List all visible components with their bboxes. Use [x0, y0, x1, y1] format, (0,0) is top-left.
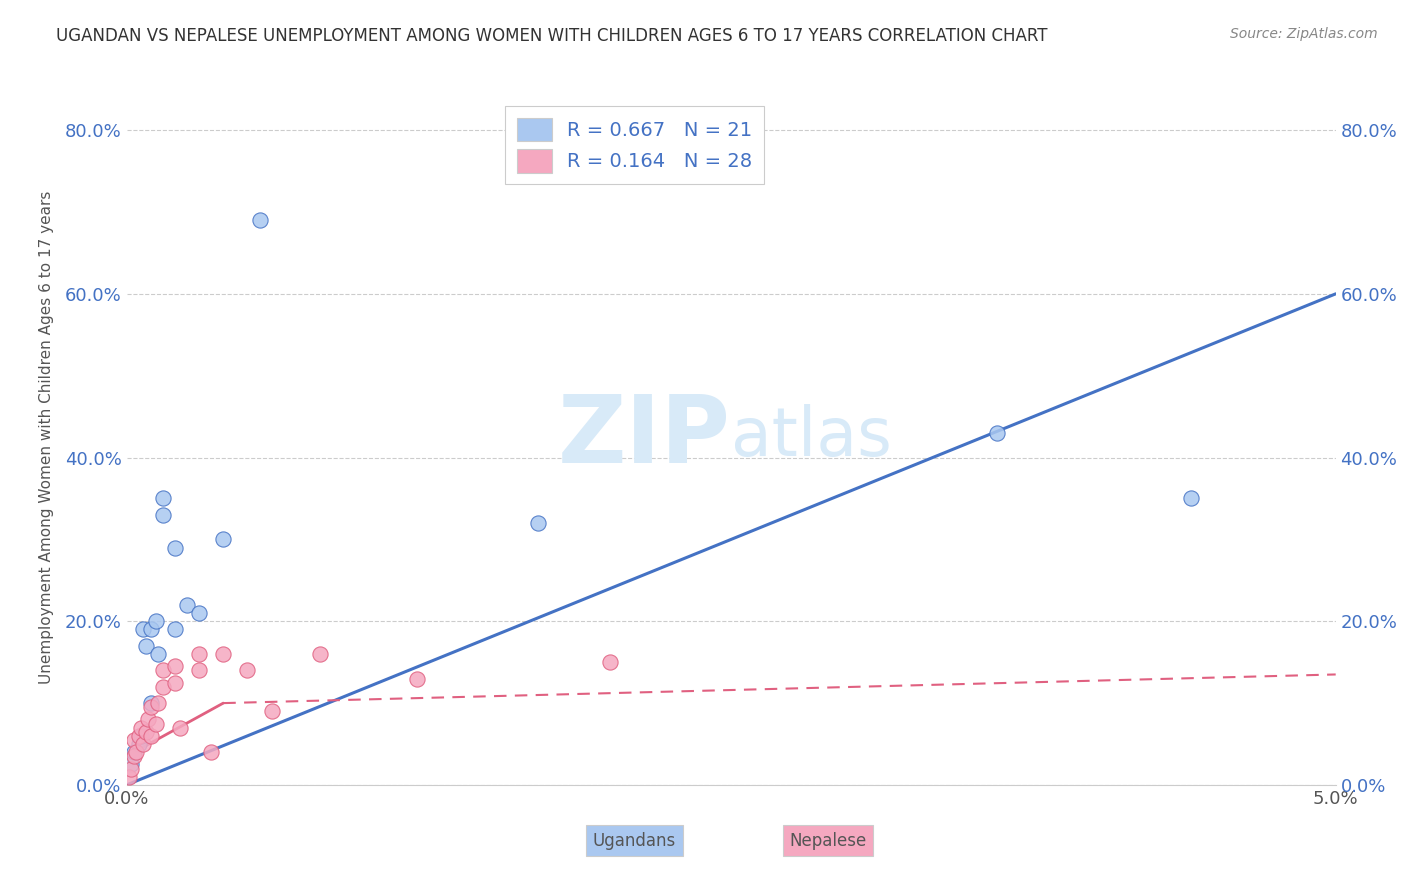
Point — [188, 606, 211, 620]
Point — [163, 675, 186, 690]
Point — [152, 680, 174, 694]
Point — [188, 664, 211, 678]
Legend: R = 0.667   N = 21, R = 0.164   N = 28: R = 0.667 N = 21, R = 0.164 N = 28 — [505, 106, 763, 185]
Point — [122, 745, 145, 759]
Point — [132, 623, 155, 637]
Text: ZIP: ZIP — [558, 391, 731, 483]
Text: Ugandans: Ugandans — [593, 831, 676, 849]
Point — [200, 745, 222, 759]
Point — [212, 533, 235, 547]
Point — [188, 647, 211, 661]
Point — [309, 647, 332, 661]
Point — [986, 425, 1008, 440]
Text: Nepalese: Nepalese — [789, 831, 866, 849]
Point — [249, 213, 271, 227]
Point — [146, 696, 169, 710]
Point — [260, 704, 283, 718]
Point — [176, 598, 198, 612]
Point — [145, 614, 167, 628]
Point — [169, 721, 191, 735]
Point — [163, 541, 186, 555]
Point — [212, 647, 235, 661]
Point — [120, 762, 142, 776]
Point — [152, 664, 174, 678]
Point — [128, 737, 150, 751]
Point — [163, 659, 186, 673]
Point — [125, 745, 148, 759]
Point — [129, 721, 152, 735]
Point — [163, 623, 186, 637]
Point — [146, 647, 169, 661]
Point — [405, 672, 427, 686]
Point — [236, 664, 259, 678]
Point — [152, 491, 174, 506]
Point — [1180, 491, 1202, 506]
Point — [152, 508, 174, 522]
Point — [599, 655, 621, 669]
Y-axis label: Unemployment Among Women with Children Ages 6 to 17 years: Unemployment Among Women with Children A… — [39, 190, 53, 684]
Point — [129, 729, 152, 743]
Point — [122, 749, 145, 764]
Text: Source: ZipAtlas.com: Source: ZipAtlas.com — [1230, 27, 1378, 41]
Point — [145, 716, 167, 731]
Point — [139, 623, 162, 637]
Point — [118, 770, 141, 784]
Point — [120, 757, 142, 772]
Point — [139, 696, 162, 710]
Text: UGANDAN VS NEPALESE UNEMPLOYMENT AMONG WOMEN WITH CHILDREN AGES 6 TO 17 YEARS CO: UGANDAN VS NEPALESE UNEMPLOYMENT AMONG W… — [56, 27, 1047, 45]
Point — [139, 729, 162, 743]
Point — [128, 729, 150, 743]
Point — [526, 516, 548, 530]
Point — [132, 737, 155, 751]
Point — [122, 733, 145, 747]
Point — [136, 713, 159, 727]
Point — [139, 700, 162, 714]
Text: atlas: atlas — [731, 404, 891, 470]
Point — [135, 639, 157, 653]
Point — [135, 724, 157, 739]
